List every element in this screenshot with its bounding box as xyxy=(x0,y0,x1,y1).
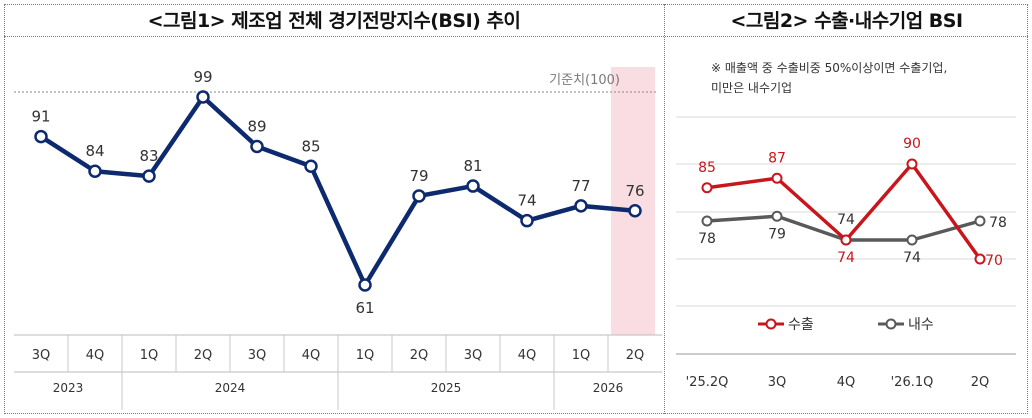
data-label-11: 77 xyxy=(571,177,590,195)
year-label: 2025 xyxy=(431,381,462,395)
reference-line-label: 기준치(100) xyxy=(549,73,620,88)
data-point-9 xyxy=(466,179,480,193)
data-label-5: 89 xyxy=(247,117,266,135)
export-point-3 xyxy=(840,234,852,246)
bsi-line xyxy=(38,94,638,288)
export-data-label: 90 xyxy=(903,136,921,152)
domestic-data-label: 78 xyxy=(989,215,1007,231)
data-label-7: 61 xyxy=(355,299,374,317)
figure-frame xyxy=(4,4,1028,414)
highlight-band xyxy=(611,67,655,335)
data-point-5 xyxy=(250,139,264,154)
quarter-tick-label: 3Q xyxy=(248,348,267,363)
year-label: 2026 xyxy=(593,381,624,395)
export-point-4 xyxy=(906,158,918,170)
export-data-label: 74 xyxy=(837,250,855,266)
quarter-tick-label: 1Q xyxy=(572,348,591,363)
chart2-x-tick-label: '25.2Q xyxy=(686,375,729,390)
data-label-4: 99 xyxy=(193,68,212,86)
quarter-tick-label: 3Q xyxy=(32,348,51,363)
export-point-2 xyxy=(771,172,783,184)
quarter-tick-label: 1Q xyxy=(356,348,375,363)
chart2-note-line-1: ※ 매출액 중 수출비중 50%이상이면 수출기업, xyxy=(711,61,947,75)
data-point-11 xyxy=(574,199,588,213)
data-label-10: 74 xyxy=(517,192,536,210)
chart2-note-line-2: 미만은 내수기업 xyxy=(711,81,792,95)
quarter-tick-label: 1Q xyxy=(140,348,159,363)
data-point-1 xyxy=(34,129,48,144)
quarter-tick-label: 2Q xyxy=(194,348,213,363)
quarter-tick-label: 2Q xyxy=(410,348,429,363)
legend-export-label: 수출 xyxy=(788,317,814,333)
data-point-4 xyxy=(196,90,210,104)
domestic-data-label: 79 xyxy=(768,226,786,242)
data-point-7 xyxy=(358,278,372,292)
quarter-tick-label: 4Q xyxy=(302,348,321,363)
domestic-data-label: 74 xyxy=(903,250,921,266)
data-label-3: 83 xyxy=(139,147,158,165)
chart2-title: <그림2> 수출·내수기업 BSI xyxy=(730,10,963,32)
domestic-point-4 xyxy=(906,234,918,246)
domestic-point-5 xyxy=(974,215,986,227)
chart2-x-tick-label: 4Q xyxy=(837,375,856,390)
legend-domestic-marker xyxy=(885,318,897,330)
export-data-label: 70 xyxy=(985,253,1003,269)
panel-divider xyxy=(664,4,665,414)
data-label-6: 85 xyxy=(301,137,320,155)
export-point-1 xyxy=(701,182,713,194)
quarter-tick-label: 3Q xyxy=(464,348,483,363)
domestic-data-label: 74 xyxy=(837,212,855,228)
title-divider xyxy=(4,36,1028,37)
data-label-8: 79 xyxy=(409,167,428,185)
export-data-label: 85 xyxy=(698,160,716,176)
legend-export-marker xyxy=(765,318,777,330)
data-point-3 xyxy=(142,169,156,183)
chart2-x-tick-label: '26.1Q xyxy=(891,375,934,390)
data-label-2: 84 xyxy=(85,142,104,160)
export-data-label: 87 xyxy=(768,150,786,166)
data-point-10 xyxy=(520,213,534,228)
data-label-1: 91 xyxy=(31,108,50,126)
export-point-5 xyxy=(974,253,986,265)
data-point-6 xyxy=(304,159,318,174)
quarter-tick-label: 4Q xyxy=(86,348,105,363)
chart1-title: <그림1> 제조업 전체 경기전망지수(BSI) 추이 xyxy=(147,10,521,32)
data-point-8 xyxy=(412,189,426,203)
quarter-tick-label: 4Q xyxy=(518,348,537,363)
data-label-9: 81 xyxy=(463,157,482,175)
data-point-12 xyxy=(628,204,642,218)
legend-domestic-label: 내수 xyxy=(908,317,934,333)
domestic-point-2 xyxy=(771,210,783,222)
data-point-2 xyxy=(88,164,102,178)
domestic-data-label: 78 xyxy=(698,231,716,247)
quarter-tick-label: 2Q xyxy=(626,348,645,363)
domestic-point-1 xyxy=(701,215,713,227)
chart2-x-tick-label: 3Q xyxy=(768,375,787,390)
year-label: 2023 xyxy=(53,381,84,395)
chart2-x-tick-label: 2Q xyxy=(971,375,990,390)
year-label: 2024 xyxy=(215,381,246,395)
data-label-12: 76 xyxy=(625,182,644,200)
